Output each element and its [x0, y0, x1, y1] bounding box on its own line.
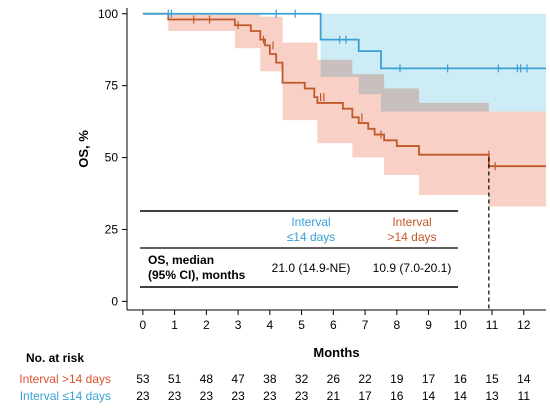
- risk-count: 13: [485, 389, 499, 403]
- x-axis-title: Months: [313, 345, 359, 360]
- risk-count: 38: [263, 372, 277, 386]
- x-tick-label: 6: [330, 318, 337, 332]
- ci-band-series-1: [142, 13, 546, 207]
- x-tick-label: 8: [393, 318, 400, 332]
- x-tick-label: 11: [486, 318, 499, 332]
- summary-col-header-0: ≤14 days: [287, 230, 336, 244]
- risk-count: 14: [454, 389, 468, 403]
- summary-row-label: OS, median: [148, 253, 214, 267]
- risk-count: 21: [327, 389, 341, 403]
- risk-table: No. at risk Interval >14 days 53 51 48 47 38 32…: [19, 351, 531, 403]
- risk-count: 26: [327, 372, 341, 386]
- risk-count: 14: [422, 389, 436, 403]
- risk-count: 23: [200, 389, 214, 403]
- summary-col-header-1: Interval: [392, 215, 431, 229]
- summary-col-header-0: Interval: [291, 215, 330, 229]
- summary-col-header-1: >14 days: [387, 230, 436, 244]
- censor-marks: [167, 9, 528, 171]
- ci-bands: [142, 13, 546, 207]
- x-tick-label: 7: [362, 318, 369, 332]
- x-tick-label: 9: [425, 318, 432, 332]
- risk-count: 17: [422, 372, 436, 386]
- risk-count: 47: [231, 372, 245, 386]
- x-tick-label: 12: [517, 318, 531, 332]
- x-tick-label: 3: [235, 318, 242, 332]
- survival-line-series-0: [142, 12, 546, 70]
- x-tick-label: 1: [171, 318, 178, 332]
- risk-count: 48: [200, 372, 214, 386]
- risk-count: 23: [295, 389, 309, 403]
- y-tick-label: 75: [105, 79, 119, 93]
- risk-count: 17: [358, 389, 372, 403]
- summary-value-0: 21.0 (14.9-NE): [272, 261, 351, 275]
- y-tick-label: 0: [111, 294, 118, 308]
- risk-count: 19: [390, 372, 404, 386]
- risk-count: 23: [231, 389, 245, 403]
- survival-line-series-1: [142, 12, 546, 168]
- risk-row-label-1: Interval ≤14 days: [20, 389, 111, 403]
- x-tick-label: 4: [266, 318, 273, 332]
- x-tick-label: 5: [298, 318, 305, 332]
- y-axis-title: OS, %: [76, 130, 91, 168]
- x-tick-label: 0: [140, 318, 147, 332]
- risk-row-label-0: Interval >14 days: [19, 372, 111, 386]
- risk-count: 23: [136, 389, 150, 403]
- risk-count: 22: [358, 372, 372, 386]
- risk-count: 16: [390, 389, 404, 403]
- ci-band-series-0: [142, 13, 546, 112]
- risk-table-title: No. at risk: [26, 351, 84, 365]
- y-tick-label: 100: [98, 7, 118, 21]
- x-tick-label: 2: [203, 318, 210, 332]
- summary-value-1: 10.9 (7.0-20.1): [373, 261, 452, 275]
- risk-count: 23: [263, 389, 277, 403]
- y-tick-label: 25: [105, 222, 119, 236]
- summary-row-label: (95% CI), months: [148, 268, 246, 282]
- risk-count: 16: [454, 372, 468, 386]
- risk-count: 32: [295, 372, 309, 386]
- risk-count: 53: [136, 372, 150, 386]
- x-tick-label: 10: [454, 318, 468, 332]
- risk-count: 15: [485, 372, 499, 386]
- risk-count: 23: [168, 389, 182, 403]
- y-tick-label: 50: [105, 151, 119, 165]
- survival-curves: [142, 12, 546, 168]
- risk-count: 14: [517, 372, 531, 386]
- risk-count: 11: [518, 389, 531, 403]
- risk-count: 51: [168, 372, 182, 386]
